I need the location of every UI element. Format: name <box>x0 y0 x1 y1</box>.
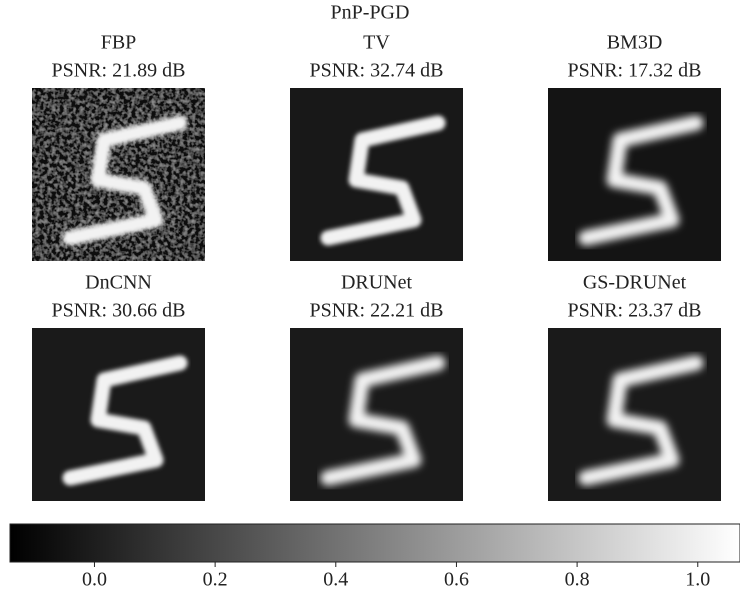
colorbar-tick-label: 0.4 <box>323 569 348 591</box>
panel-image <box>548 328 721 501</box>
colorbar-tick-label: 0.6 <box>444 569 469 591</box>
panel-psnr: PSNR: 21.89 dB <box>52 60 186 82</box>
panel-title: DRUNet <box>341 272 413 294</box>
panel-title: DnCNN <box>85 272 152 294</box>
panel-image <box>290 328 463 501</box>
colorbar: 0.0 0.2 0.4 0.6 0.8 1.0 <box>9 523 740 591</box>
colorbar-gradient <box>9 523 740 563</box>
panel-psnr: PSNR: 17.32 dB <box>568 60 702 82</box>
panel-image <box>290 88 463 261</box>
panel-title: FBP <box>101 32 137 54</box>
panel-title: BM3D <box>607 32 663 54</box>
colorbar-tick-label: 0.8 <box>565 569 590 591</box>
colorbar-tick-label: 0.2 <box>203 569 228 591</box>
panels: FBP PSNR: 21.89 dB TV PSNR: 32.74 dB BM3D PSN… <box>32 32 721 501</box>
panel-psnr: PSNR: 22.21 dB <box>310 300 444 322</box>
panel-title: GS-DRUNet <box>583 272 687 294</box>
panel-image <box>32 88 205 261</box>
figure-title: PnP-PGD <box>331 2 410 24</box>
colorbar-tick-label: 0.0 <box>82 569 107 591</box>
panel-psnr: PSNR: 30.66 dB <box>52 300 186 322</box>
panel-title: TV <box>363 32 390 54</box>
colorbar-tick-label: 1.0 <box>685 569 710 591</box>
panel-image <box>32 328 205 501</box>
panel-image <box>548 88 721 261</box>
panel-psnr: PSNR: 32.74 dB <box>310 60 444 82</box>
panel-psnr: PSNR: 23.37 dB <box>568 300 702 322</box>
